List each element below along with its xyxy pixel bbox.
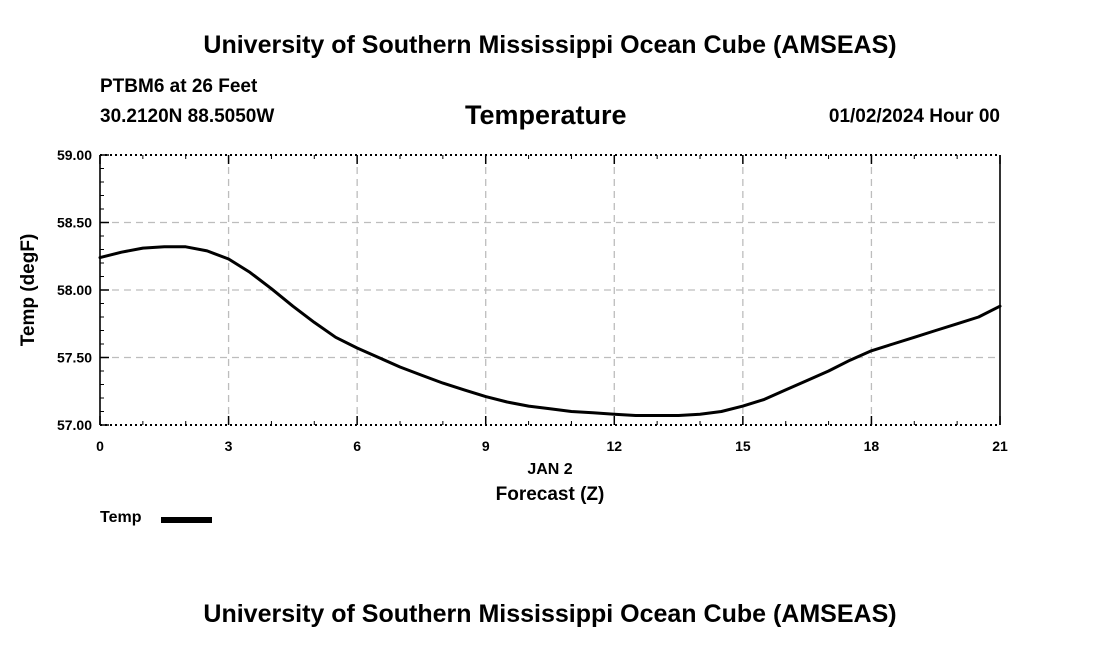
x-tick-label: 3 [225, 438, 233, 454]
x-tick-label: 9 [482, 438, 490, 454]
x-axis-label: Forecast (Z) [496, 484, 605, 505]
series-line-temp [98, 245, 1002, 417]
x-tick-label: 6 [353, 438, 361, 454]
station-coordinates: 30.2120N 88.5050W [100, 106, 275, 127]
y-tick-label: 57.50 [57, 350, 92, 366]
footer-title: University of Southern Mississippi Ocean… [203, 600, 897, 628]
x-sub-label: JAN 2 [527, 461, 572, 478]
chart-title: Temperature [465, 100, 627, 130]
header-title: University of Southern Mississippi Ocean… [203, 31, 897, 59]
legend-label-temp: Temp [100, 509, 142, 526]
x-tick-label: 0 [96, 438, 104, 454]
x-tick-label: 18 [864, 438, 880, 454]
x-tick-label: 15 [735, 438, 751, 454]
x-tick-label: 21 [992, 438, 1008, 454]
y-tick-label: 58.00 [57, 282, 92, 298]
forecast-datetime: 01/02/2024 Hour 00 [828, 106, 1000, 127]
y-tick-label: 58.50 [57, 215, 92, 231]
legend-line-swatch [161, 517, 212, 523]
x-tick-label: 12 [606, 438, 622, 454]
y-tick-label: 59.00 [57, 147, 92, 163]
y-tick-label: 57.00 [57, 417, 92, 433]
station-label: PTBM6 at 26 Feet [100, 76, 258, 97]
y-axis-label: Temp (degF) [18, 234, 39, 347]
